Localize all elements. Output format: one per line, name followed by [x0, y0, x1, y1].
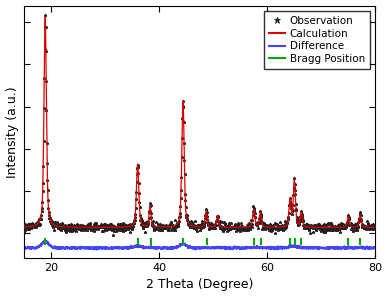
- Difference: [335, 246, 340, 249]
- Observation: [163, 224, 168, 228]
- Legend: Observation, Calculation, Difference, Bragg Position: Observation, Calculation, Difference, Br…: [264, 11, 370, 69]
- Calculation: [228, 225, 233, 229]
- Observation: [110, 233, 115, 237]
- Difference: [373, 246, 378, 250]
- Difference: [43, 239, 48, 242]
- Difference: [22, 246, 26, 249]
- Observation: [52, 221, 57, 225]
- Calculation: [192, 225, 197, 228]
- Difference: [228, 247, 233, 250]
- Observation: [373, 224, 378, 228]
- Difference: [134, 244, 139, 248]
- Calculation: [22, 225, 26, 229]
- Difference: [360, 246, 365, 249]
- Observation: [301, 219, 305, 223]
- Calculation: [43, 15, 47, 19]
- Difference: [54, 246, 59, 249]
- Observation: [338, 224, 343, 227]
- Observation: [22, 228, 26, 231]
- Calculation: [360, 224, 365, 228]
- Difference: [192, 246, 197, 249]
- Line: Observation: Observation: [23, 14, 377, 237]
- Difference: [92, 248, 97, 252]
- Calculation: [134, 195, 139, 198]
- X-axis label: 2 Theta (Degree): 2 Theta (Degree): [146, 279, 253, 291]
- Line: Difference: Difference: [24, 241, 375, 250]
- Calculation: [54, 224, 59, 228]
- Calculation: [373, 226, 378, 229]
- Observation: [43, 13, 47, 17]
- Observation: [306, 225, 310, 229]
- Line: Calculation: Calculation: [24, 17, 375, 228]
- Calculation: [335, 226, 340, 229]
- Observation: [183, 192, 187, 195]
- Y-axis label: Intensity (a.u.): Intensity (a.u.): [5, 86, 19, 178]
